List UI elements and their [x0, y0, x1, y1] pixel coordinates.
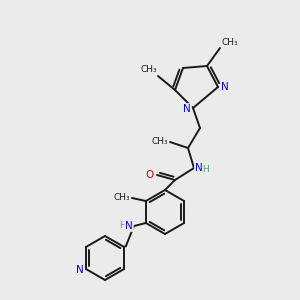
Text: N: N: [221, 82, 229, 92]
Text: CH₃: CH₃: [222, 38, 238, 47]
Text: N: N: [195, 163, 203, 173]
Text: CH₃: CH₃: [140, 65, 157, 74]
Text: H: H: [202, 164, 209, 173]
Text: H: H: [119, 221, 126, 230]
Text: CH₃: CH₃: [113, 194, 130, 202]
Text: N: N: [76, 265, 84, 275]
Text: N: N: [125, 221, 133, 231]
Text: O: O: [146, 170, 154, 180]
Text: CH₃: CH₃: [152, 137, 168, 146]
Text: N: N: [183, 104, 191, 114]
